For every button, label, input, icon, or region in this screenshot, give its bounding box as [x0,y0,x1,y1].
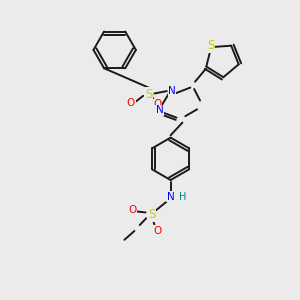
Text: N: N [168,86,176,96]
Text: O: O [153,99,161,110]
Text: O: O [153,226,161,236]
Text: S: S [145,88,152,100]
Text: O: O [128,206,136,215]
Text: N: N [155,105,163,115]
Text: S: S [208,39,215,52]
Text: S: S [148,208,155,221]
Text: O: O [127,98,135,108]
Text: H: H [179,191,187,202]
Text: N: N [167,191,175,202]
